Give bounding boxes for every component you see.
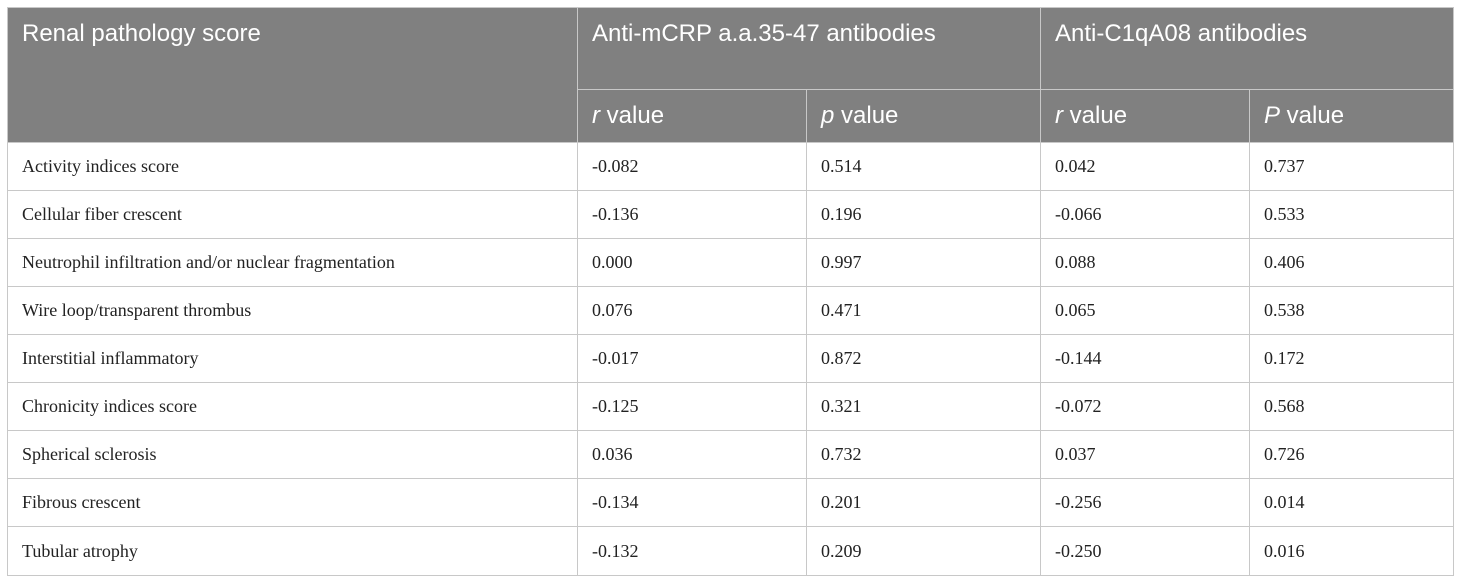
c1q-p-cell: 0.737: [1248, 142, 1455, 191]
row-label: Spherical sclerosis: [7, 430, 578, 479]
symbol-r: r: [592, 102, 600, 129]
c1q-p-cell: 0.016: [1248, 526, 1455, 576]
c1q-p-cell: 0.406: [1248, 238, 1455, 287]
table-row: Activity indices score -0.082 0.514 0.04…: [7, 142, 1455, 191]
table-row: Chronicity indices score -0.125 0.321 -0…: [7, 382, 1455, 431]
mcrp-p-cell: 0.471: [806, 286, 1041, 335]
row-label: Chronicity indices score: [7, 382, 578, 431]
mcrp-r-cell: 0.000: [577, 238, 807, 287]
header-renal-pathology-score: Renal pathology score: [7, 7, 578, 143]
c1q-p-cell: 0.568: [1248, 382, 1455, 431]
header-text: value: [1280, 102, 1345, 129]
header-row-stats: r value p value r value P value: [8, 89, 1455, 143]
row-label: Fibrous crescent: [7, 478, 578, 527]
header-c1q-p-value: P value: [1248, 89, 1455, 143]
mcrp-r-cell: 0.036: [577, 430, 807, 479]
header-anti-c1qa08-antibodies: Anti-C1qA08 antibodies: [1039, 7, 1455, 90]
mcrp-p-cell: 0.201: [806, 478, 1041, 527]
c1q-r-cell: -0.256: [1040, 478, 1250, 527]
row-label: Tubular atrophy: [7, 526, 578, 576]
mcrp-r-cell: -0.017: [577, 334, 807, 383]
mcrp-r-cell: -0.136: [577, 190, 807, 239]
mcrp-p-cell: 0.209: [806, 526, 1041, 576]
header-mcrp-p-value: p value: [806, 89, 1041, 143]
mcrp-p-cell: 0.196: [806, 190, 1041, 239]
symbol-r: r: [1055, 102, 1063, 129]
header-anti-mcrp-antibodies: Anti-mCRP a.a.35-47 antibodies: [577, 7, 1041, 90]
row-label: Wire loop/transparent thrombus: [7, 286, 578, 335]
mcrp-p-cell: 0.732: [806, 430, 1041, 479]
mcrp-r-cell: 0.076: [577, 286, 807, 335]
c1q-r-cell: -0.066: [1040, 190, 1250, 239]
header-row-groups: Renal pathology score Anti-mCRP a.a.35-4…: [7, 7, 1455, 143]
c1q-p-cell: 0.533: [1248, 190, 1455, 239]
symbol-p: P: [1264, 102, 1281, 129]
row-label: Cellular fiber crescent: [7, 190, 578, 239]
c1q-p-cell: 0.172: [1248, 334, 1455, 383]
c1q-p-cell: 0.014: [1248, 478, 1455, 527]
mcrp-r-cell: -0.082: [577, 142, 807, 191]
table-row: Fibrous crescent -0.134 0.201 -0.256 0.0…: [7, 478, 1455, 527]
table-row: Spherical sclerosis 0.036 0.732 0.037 0.…: [7, 430, 1455, 479]
table-row: Wire loop/transparent thrombus 0.076 0.4…: [7, 286, 1455, 335]
header-text: value: [834, 102, 899, 129]
table-row: Interstitial inflammatory -0.017 0.872 -…: [7, 334, 1455, 383]
row-label: Activity indices score: [7, 142, 578, 191]
table-header: Renal pathology score Anti-mCRP a.a.35-4…: [7, 7, 1455, 143]
c1q-r-cell: -0.144: [1040, 334, 1250, 383]
mcrp-p-cell: 0.872: [806, 334, 1041, 383]
header-text: value: [1063, 102, 1128, 129]
c1q-p-cell: 0.538: [1248, 286, 1455, 335]
mcrp-r-cell: -0.132: [577, 526, 807, 576]
row-label: Interstitial inflammatory: [7, 334, 578, 383]
c1q-r-cell: 0.065: [1040, 286, 1250, 335]
c1q-r-cell: 0.037: [1040, 430, 1250, 479]
mcrp-p-cell: 0.514: [806, 142, 1041, 191]
header-c1q-r-value: r value: [1040, 89, 1250, 143]
table-body: Activity indices score -0.082 0.514 0.04…: [7, 142, 1455, 576]
header-mcrp-r-value: r value: [577, 89, 807, 143]
header-text: value: [600, 102, 665, 129]
symbol-p: p: [821, 102, 835, 129]
table-row: Cellular fiber crescent -0.136 0.196 -0.…: [7, 190, 1455, 239]
table-row: Tubular atrophy -0.132 0.209 -0.250 0.01…: [7, 526, 1455, 576]
c1q-r-cell: -0.250: [1040, 526, 1250, 576]
mcrp-p-cell: 0.997: [806, 238, 1041, 287]
row-label: Neutrophil infiltration and/or nuclear f…: [7, 238, 578, 287]
mcrp-r-cell: -0.134: [577, 478, 807, 527]
c1q-r-cell: -0.072: [1040, 382, 1250, 431]
table-row: Neutrophil infiltration and/or nuclear f…: [7, 238, 1455, 287]
mcrp-r-cell: -0.125: [577, 382, 807, 431]
correlation-table: Renal pathology score Anti-mCRP a.a.35-4…: [7, 7, 1455, 576]
c1q-p-cell: 0.726: [1248, 430, 1455, 479]
c1q-r-cell: 0.042: [1040, 142, 1250, 191]
mcrp-p-cell: 0.321: [806, 382, 1041, 431]
c1q-r-cell: 0.088: [1040, 238, 1250, 287]
